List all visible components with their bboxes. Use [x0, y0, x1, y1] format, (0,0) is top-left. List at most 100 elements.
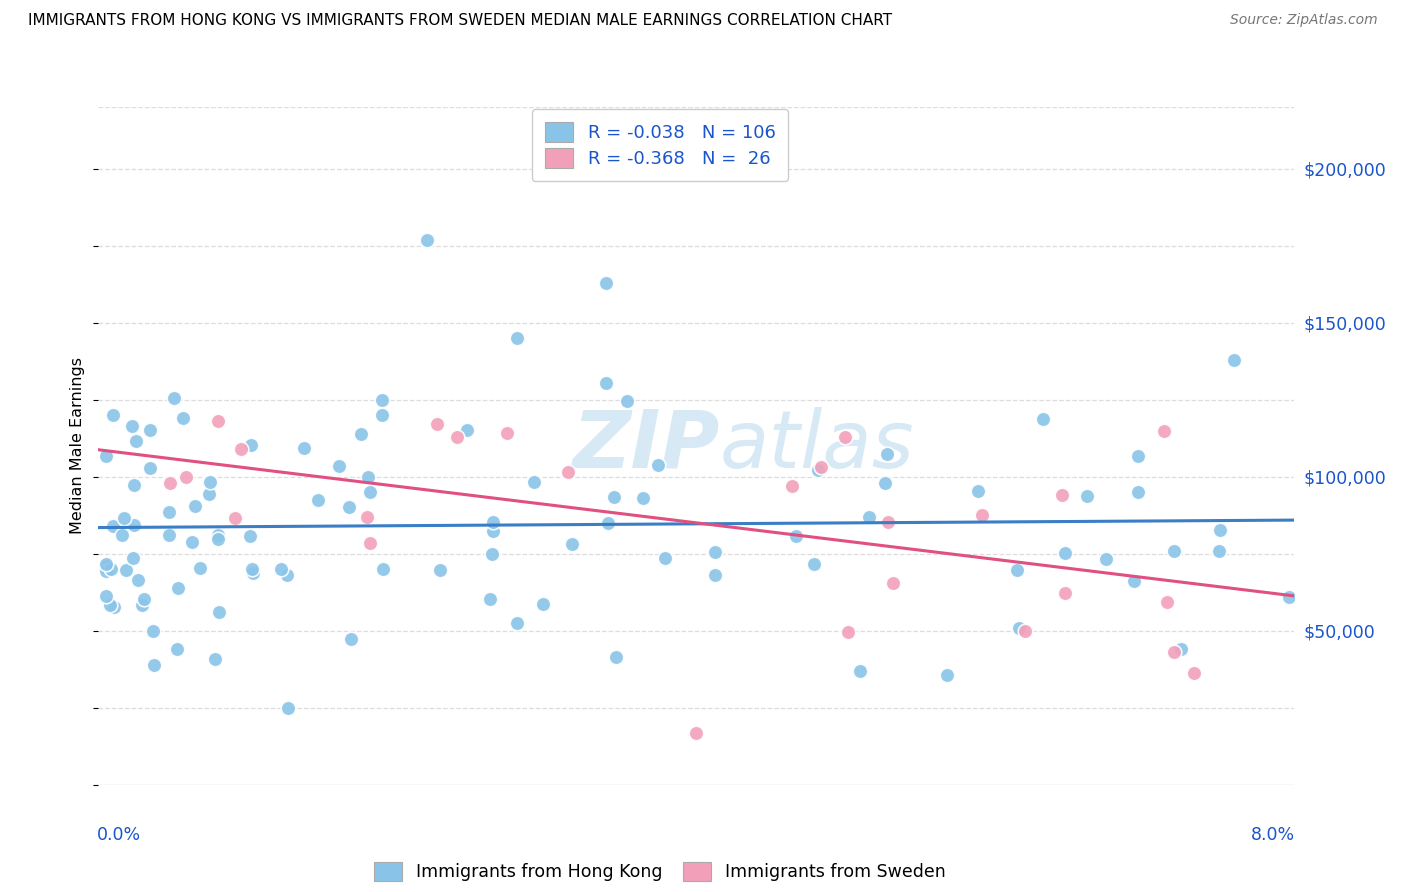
Point [242, 566, 264, 581]
Point [350, 426, 373, 441]
Point [557, 465, 579, 479]
Point [478, 592, 501, 607]
Point [162, 392, 184, 406]
Point [523, 475, 546, 489]
Point [157, 528, 180, 542]
Point [94, 590, 117, 604]
Point [633, 491, 655, 506]
Point [1208, 543, 1230, 558]
Point [328, 459, 350, 474]
Point [371, 408, 394, 422]
Point [446, 430, 468, 444]
Point [875, 476, 897, 491]
Point [482, 515, 505, 529]
Point [198, 475, 221, 489]
Point [882, 576, 904, 591]
Point [276, 567, 298, 582]
Point [782, 479, 804, 493]
Point [704, 545, 727, 559]
Point [416, 233, 439, 247]
Point [1209, 523, 1232, 537]
Point [1005, 563, 1028, 577]
Point [1008, 621, 1031, 635]
Point [94, 449, 117, 463]
Point [340, 632, 363, 646]
Point [834, 430, 856, 444]
Point [224, 511, 246, 525]
Point [496, 426, 519, 441]
Point [595, 376, 617, 390]
Point [292, 441, 315, 455]
Point [426, 417, 449, 431]
Point [967, 483, 990, 498]
Point [1053, 545, 1076, 559]
Point [121, 551, 143, 566]
Point [1170, 642, 1192, 657]
Point [1163, 645, 1185, 659]
Point [1053, 586, 1076, 600]
Point [139, 461, 162, 475]
Point [157, 504, 180, 518]
Point [970, 508, 993, 523]
Point [876, 447, 898, 461]
Point [208, 605, 231, 619]
Point [371, 392, 394, 407]
Point [166, 642, 188, 657]
Point [131, 598, 153, 612]
Point [807, 463, 830, 477]
Point [125, 434, 148, 448]
Point [141, 624, 163, 639]
Point [1014, 624, 1036, 638]
Text: Source: ZipAtlas.com: Source: ZipAtlas.com [1230, 13, 1378, 28]
Point [1032, 411, 1054, 425]
Point [139, 423, 162, 437]
Point [654, 550, 676, 565]
Point [207, 528, 229, 542]
Point [1126, 449, 1149, 463]
Point [337, 500, 360, 515]
Point [359, 535, 381, 549]
Point [1163, 543, 1185, 558]
Point [198, 487, 221, 501]
Point [704, 568, 727, 582]
Point [100, 561, 122, 575]
Point [122, 517, 145, 532]
Point [204, 652, 226, 666]
Point [1182, 665, 1205, 680]
Point [1094, 552, 1116, 566]
Point [166, 581, 188, 595]
Point [481, 547, 503, 561]
Point [596, 516, 619, 530]
Point [121, 418, 143, 433]
Point [858, 510, 880, 524]
Point [239, 529, 262, 543]
Text: ZIP: ZIP [572, 407, 720, 485]
Point [605, 649, 627, 664]
Text: 0.0%: 0.0% [97, 826, 142, 844]
Point [94, 564, 117, 578]
Point [122, 477, 145, 491]
Y-axis label: Median Male Earnings: Median Male Earnings [70, 358, 86, 534]
Point [837, 625, 859, 640]
Point [505, 615, 527, 630]
Point [307, 492, 329, 507]
Point [143, 658, 166, 673]
Point [181, 534, 204, 549]
Point [1153, 424, 1175, 438]
Point [482, 524, 505, 538]
Point [188, 560, 211, 574]
Legend: Immigrants from Hong Kong, Immigrants from Sweden: Immigrants from Hong Kong, Immigrants fr… [367, 855, 953, 888]
Point [1156, 595, 1178, 609]
Point [101, 409, 124, 423]
Point [207, 532, 229, 546]
Point [506, 331, 529, 345]
Point [603, 491, 626, 505]
Point [127, 573, 149, 587]
Point [359, 484, 381, 499]
Point [936, 668, 959, 682]
Point [134, 592, 156, 607]
Point [1278, 590, 1301, 604]
Point [810, 460, 832, 475]
Point [1050, 488, 1073, 502]
Point [172, 410, 194, 425]
